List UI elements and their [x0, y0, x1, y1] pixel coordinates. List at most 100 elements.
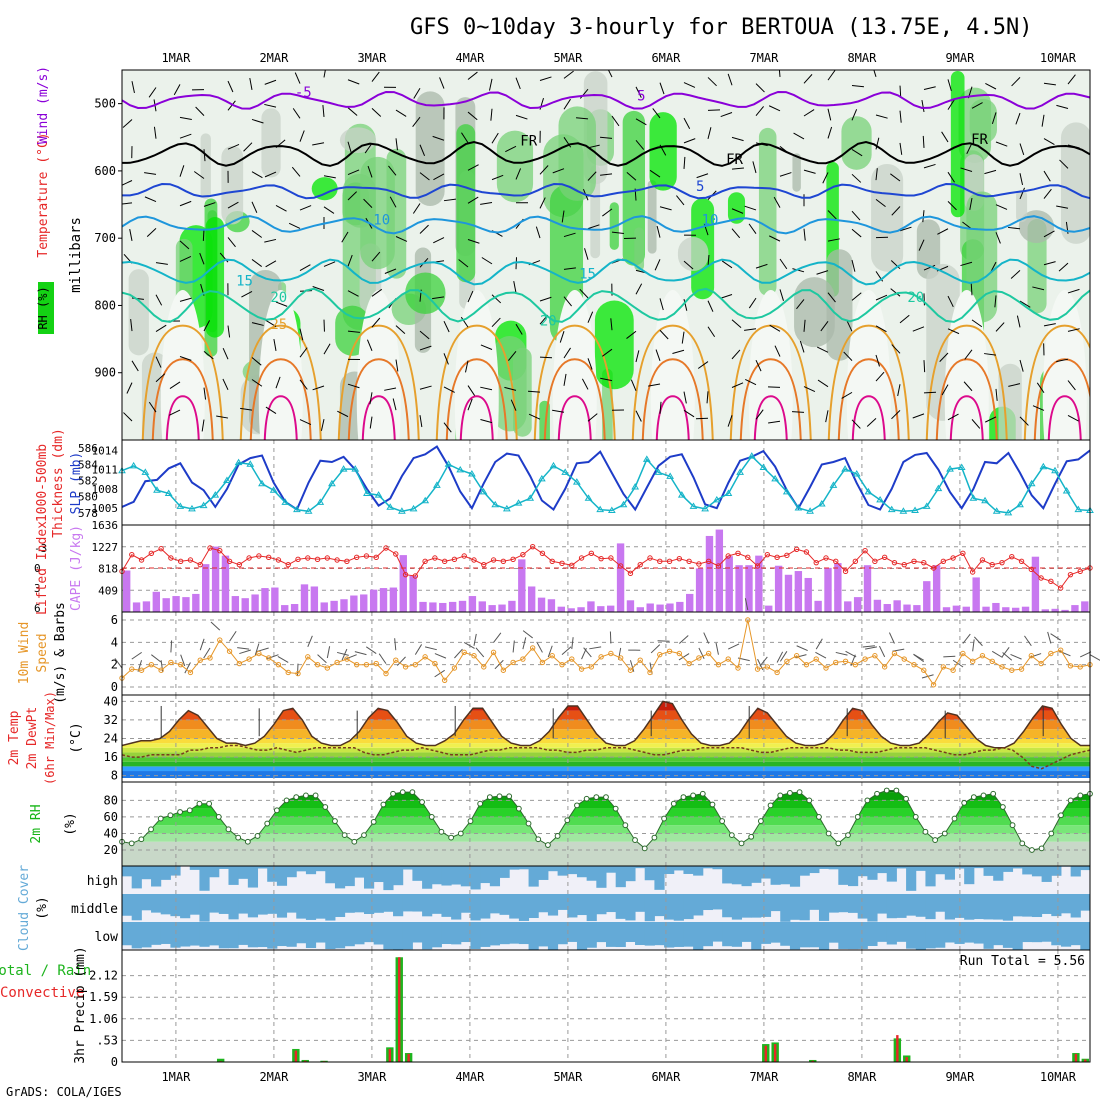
- wind-barb: [131, 651, 142, 660]
- cloud-cell: [1031, 922, 1043, 943]
- wind-barb: [396, 656, 406, 666]
- wind-barb: [539, 76, 552, 81]
- wind-barb: [155, 262, 168, 265]
- rh-marker: [312, 792, 319, 799]
- li-marker: [989, 561, 995, 568]
- wind-barb: [515, 77, 521, 90]
- wind-barb: [820, 321, 829, 332]
- cloud-cell: [606, 894, 617, 913]
- li-marker: [226, 558, 233, 565]
- wind-barb: [943, 655, 956, 658]
- rh-band: [122, 800, 1090, 809]
- rh-marker: [728, 832, 735, 839]
- wind-marker: [617, 655, 624, 661]
- cloud-cell: [567, 894, 578, 918]
- wind-barb: [563, 373, 567, 386]
- thickness-marker: [771, 474, 779, 482]
- thickness-marker: [1051, 466, 1059, 474]
- wind-marker: [481, 664, 487, 670]
- wind-barb: [463, 641, 475, 649]
- wind-barb: [229, 630, 237, 642]
- thickness-marker: [188, 504, 196, 512]
- temp-band: [122, 771, 1090, 778]
- li-marker: [803, 549, 810, 555]
- rh-marker: [806, 797, 813, 804]
- cape-bar: [498, 604, 506, 612]
- li-marker: [930, 565, 937, 571]
- contour-line-teal: [121, 287, 1091, 323]
- wind-barb: [480, 386, 493, 391]
- cloud-cell: [964, 922, 975, 943]
- cloud-cell: [780, 922, 791, 946]
- wind-barb: [491, 132, 499, 144]
- wind-barb: [995, 232, 1001, 244]
- cloud-cell: [509, 894, 520, 919]
- cloud-cell: [1070, 894, 1081, 918]
- wind-marker: [217, 637, 223, 643]
- thickness-marker: [328, 479, 336, 487]
- wind-barb: [635, 86, 642, 98]
- thickness-marker: [607, 506, 616, 513]
- temp-dome-magenta: [851, 395, 886, 440]
- wind-barb: [966, 142, 973, 155]
- wind-marker: [539, 659, 546, 666]
- li-marker: [187, 557, 194, 563]
- wind-barb: [873, 70, 877, 77]
- cloud-cell: [818, 866, 830, 869]
- cloud-cell: [896, 866, 907, 869]
- wind-marker: [187, 669, 194, 676]
- wind-marker: [353, 661, 360, 668]
- wind-barb: [918, 239, 925, 251]
- cape-bar: [518, 559, 526, 612]
- temp-dome-darkorange: [151, 358, 214, 440]
- wind-marker: [451, 665, 458, 671]
- wind-marker: [1057, 647, 1064, 653]
- y-tick-label: 6: [34, 602, 41, 615]
- cloud-cell: [848, 866, 859, 887]
- wind-barb: [755, 106, 765, 116]
- thickness-marker: [456, 465, 465, 473]
- wind-barb: [536, 641, 543, 653]
- wind-barb: [583, 647, 592, 658]
- wind-barb: [203, 202, 216, 207]
- wind-marker: [930, 682, 937, 688]
- cape-bar: [241, 598, 249, 612]
- wind-barb: [395, 359, 399, 372]
- cloud-cell: [760, 894, 772, 917]
- wind-barb: [600, 173, 613, 176]
- wind-barb: [199, 252, 205, 265]
- wind-barb: [179, 240, 190, 250]
- y-tick-label: 900: [94, 366, 116, 380]
- cloud-cell: [518, 866, 530, 870]
- cloud-cell: [528, 922, 539, 950]
- rh-band: [122, 808, 1090, 817]
- wind-barb: [195, 106, 205, 116]
- wind-marker: [754, 666, 761, 672]
- date-label-top: 6MAR: [651, 51, 681, 65]
- wind-barb: [527, 390, 541, 393]
- li-marker: [1038, 575, 1044, 581]
- panel-frame: [121, 611, 1091, 696]
- series-lifted-index: [121, 546, 1091, 589]
- rh-marker: [641, 845, 648, 852]
- wind-barb: [475, 647, 485, 658]
- li-marker: [1028, 566, 1035, 573]
- li-marker: [598, 555, 604, 562]
- wind-marker: [725, 656, 731, 662]
- rh-marker: [1058, 812, 1064, 819]
- wind-barb: [299, 419, 312, 425]
- wind-barb: [923, 360, 926, 373]
- cloud-cell: [238, 894, 249, 914]
- cloud-cell: [141, 866, 152, 880]
- cape-bar: [774, 565, 783, 612]
- wind-barb: [307, 635, 313, 648]
- wind-barb: [299, 130, 305, 142]
- wind-barb: [126, 382, 133, 394]
- wind-barb: [155, 373, 166, 383]
- panel-frame: [121, 949, 1091, 1063]
- li-marker: [305, 555, 311, 561]
- cloud-cell: [305, 866, 317, 875]
- cloud-cell: [296, 922, 307, 944]
- rh-blob: [950, 71, 965, 218]
- series-temp: [121, 700, 1090, 749]
